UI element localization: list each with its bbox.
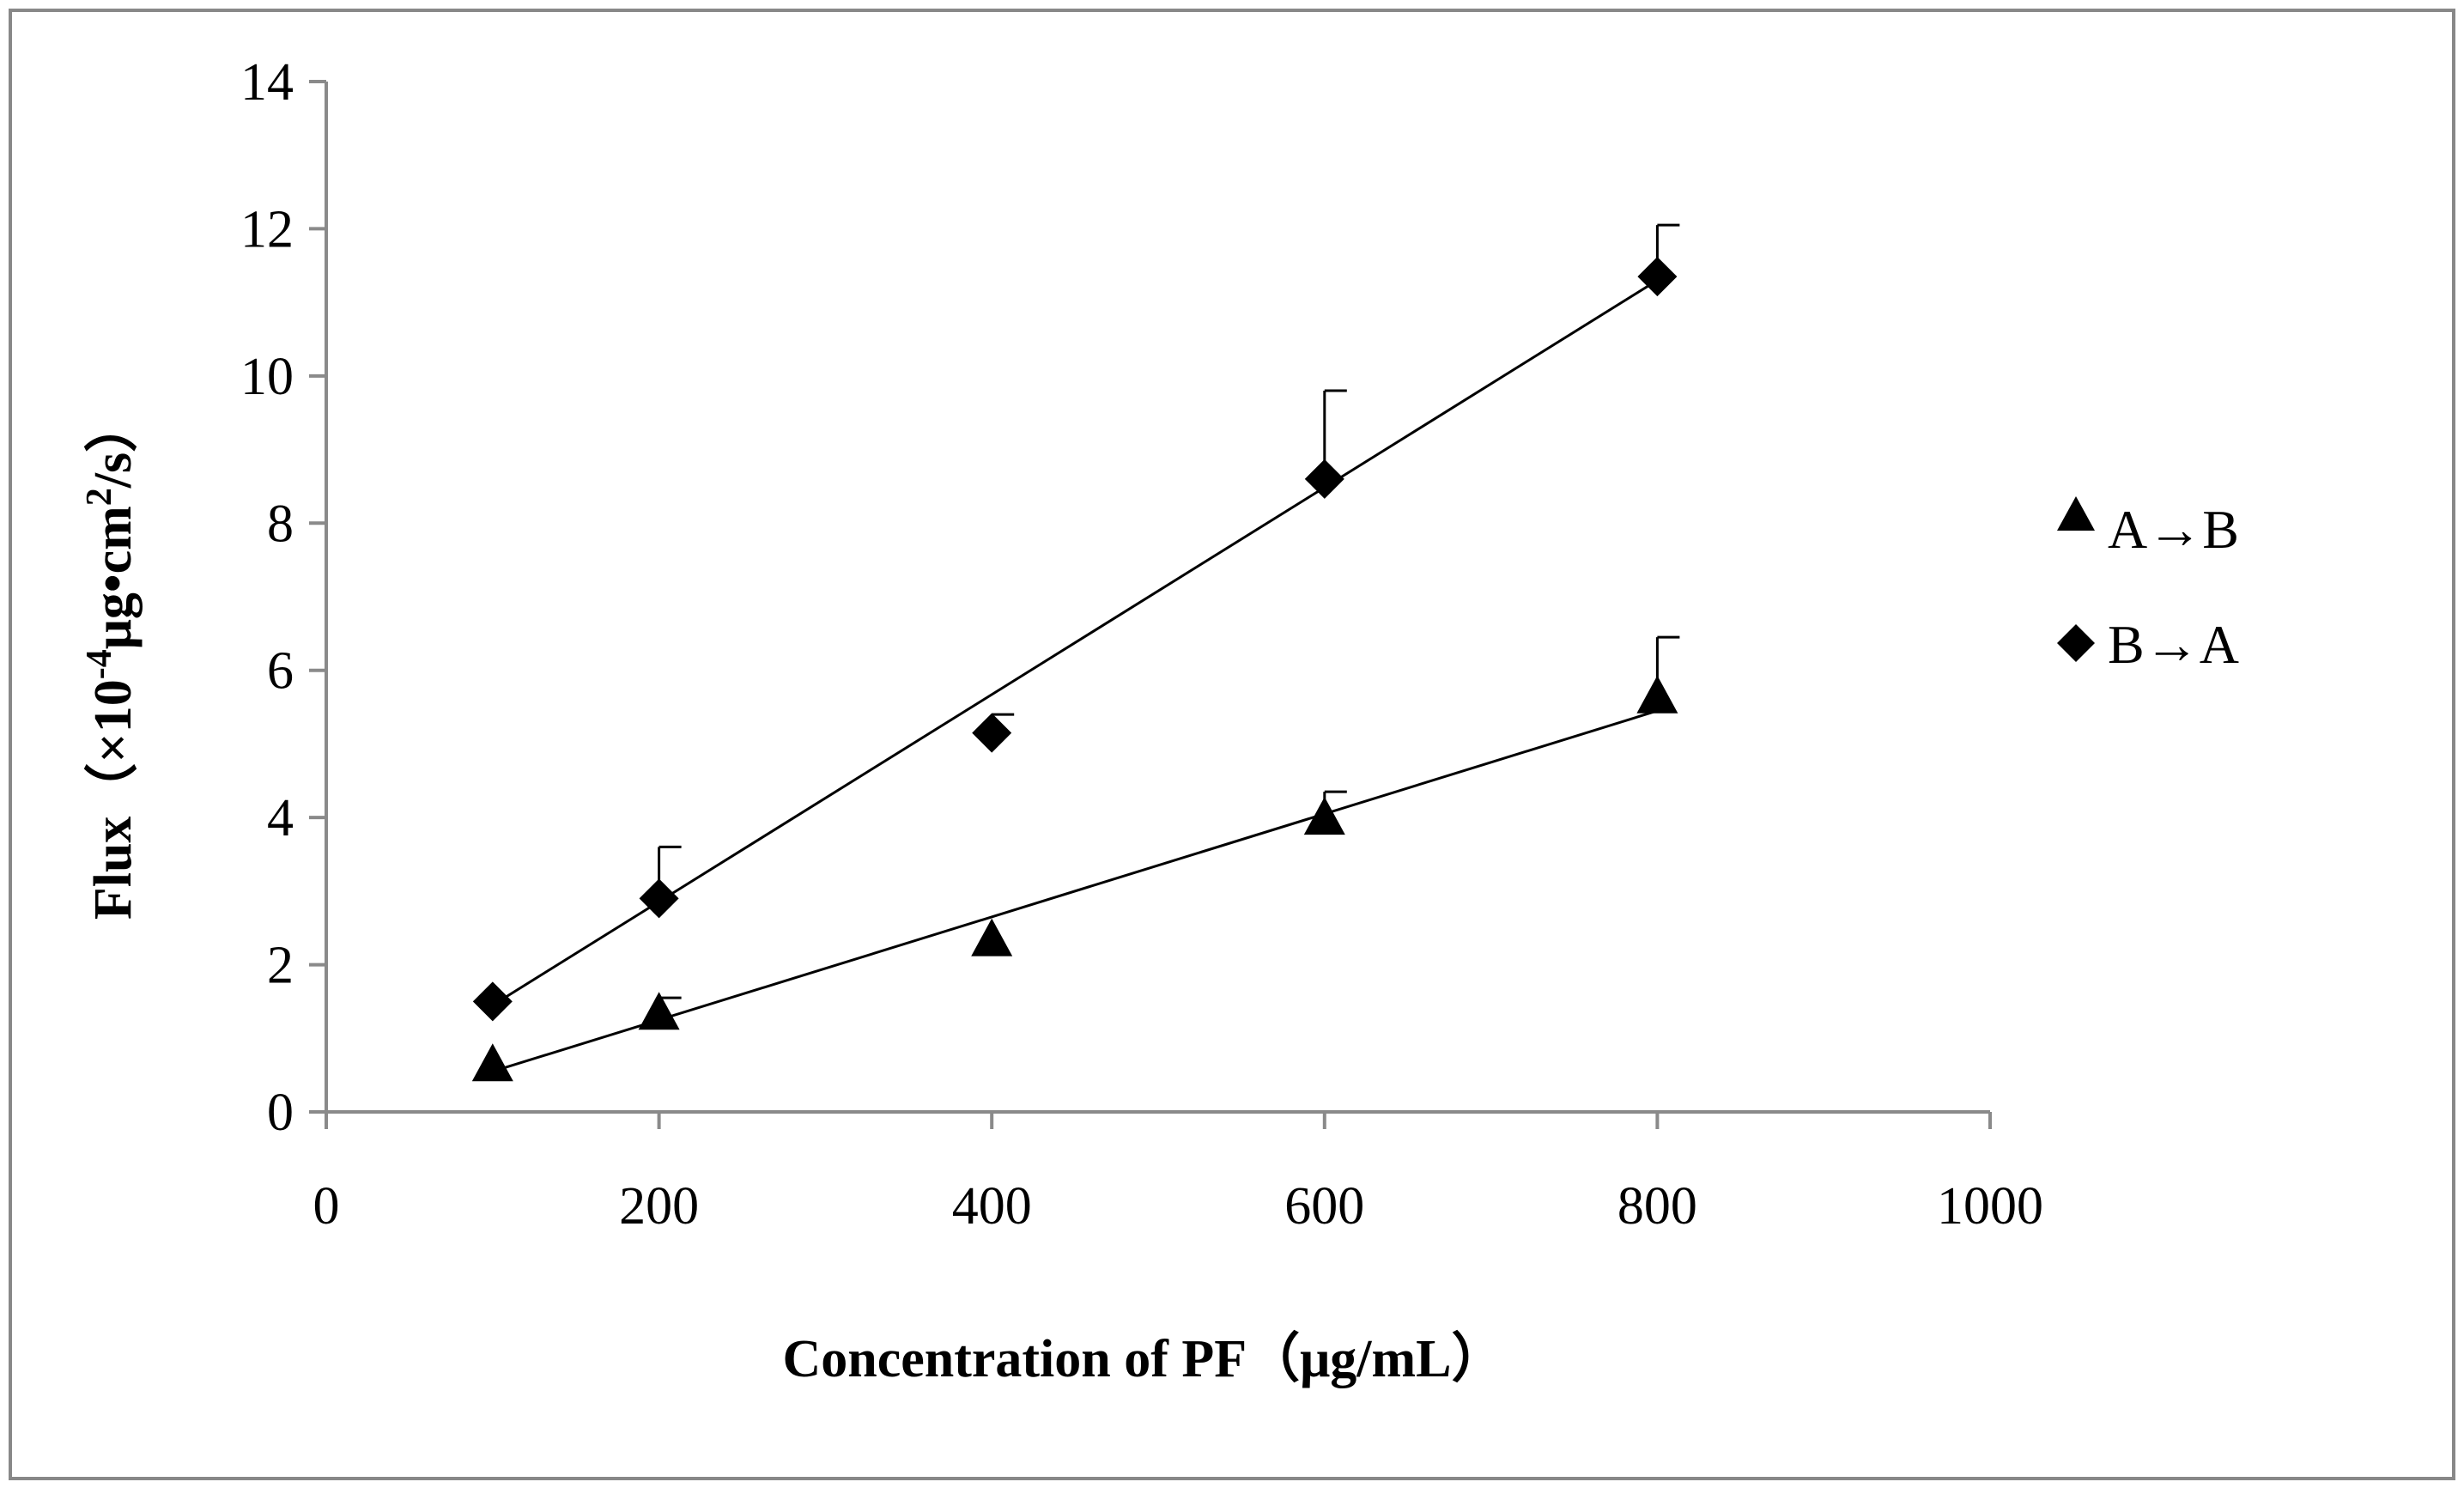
y-tick-labels: 0 2 4 6 8 10 12 14: [240, 53, 294, 1142]
point-a-to-b: [1636, 675, 1678, 714]
y-axis-title-end: /s）: [82, 399, 143, 489]
legend-item-a-to-b: A→B: [2057, 496, 2239, 560]
point-b-to-a: [1304, 459, 1344, 499]
legend-label-a-to-b: A→B: [2108, 499, 2239, 560]
point-b-to-a: [972, 713, 1012, 753]
trendlines: [492, 279, 1659, 1073]
point-b-to-a: [472, 981, 513, 1022]
chart-frame: [9, 9, 2455, 1480]
y-axis-title-exp: -4: [80, 649, 119, 679]
y-tick-label: 6: [267, 642, 294, 701]
axes: [309, 80, 1992, 1129]
y-tick-label: 4: [267, 789, 294, 847]
x-tick-label: 200: [619, 1177, 699, 1236]
x-tick-label: 800: [1617, 1177, 1697, 1236]
point-a-to-b: [638, 992, 680, 1030]
legend-item-b-to-a: B→A: [2057, 614, 2239, 675]
legend: A→B B→A: [2057, 496, 2239, 675]
y-axis-title: Flux（×10-4μg•cm2/s）: [80, 399, 143, 920]
point-b-to-a: [639, 878, 679, 919]
y-tick-label: 12: [240, 200, 294, 258]
data-points: [471, 257, 1678, 1082]
x-tick-labels: 0 200 400 600 800 1000: [313, 1177, 2044, 1236]
legend-diamond-icon: [2057, 624, 2095, 662]
y-axis-title-exp2: 2: [80, 488, 119, 506]
y-tick-label: 2: [267, 937, 294, 995]
y-tick-label: 10: [240, 348, 294, 406]
y-axis-title-base: Flux（×10: [82, 679, 143, 920]
trendline-a-to-b: [492, 709, 1658, 1073]
legend-label-b-to-a: B→A: [2108, 614, 2239, 675]
trendline-b-to-a: [492, 279, 1659, 1006]
point-a-to-b: [971, 918, 1013, 957]
y-tick-label: 0: [267, 1084, 294, 1142]
point-b-to-a: [1637, 257, 1678, 297]
y-tick-label: 8: [267, 495, 294, 553]
x-tick-label: 1000: [1937, 1177, 2043, 1236]
legend-triangle-icon: [2057, 496, 2095, 531]
point-a-to-b: [1303, 797, 1345, 835]
x-tick-label: 400: [952, 1177, 1032, 1236]
x-axis-title: Concentration of PF（μg/mL）: [782, 1328, 1504, 1388]
point-a-to-b: [471, 1043, 513, 1082]
y-axis-title-mid: μg•cm: [84, 506, 143, 649]
x-tick-label: 0: [313, 1177, 340, 1236]
y-tick-label: 14: [240, 53, 294, 112]
x-tick-label: 600: [1284, 1177, 1364, 1236]
